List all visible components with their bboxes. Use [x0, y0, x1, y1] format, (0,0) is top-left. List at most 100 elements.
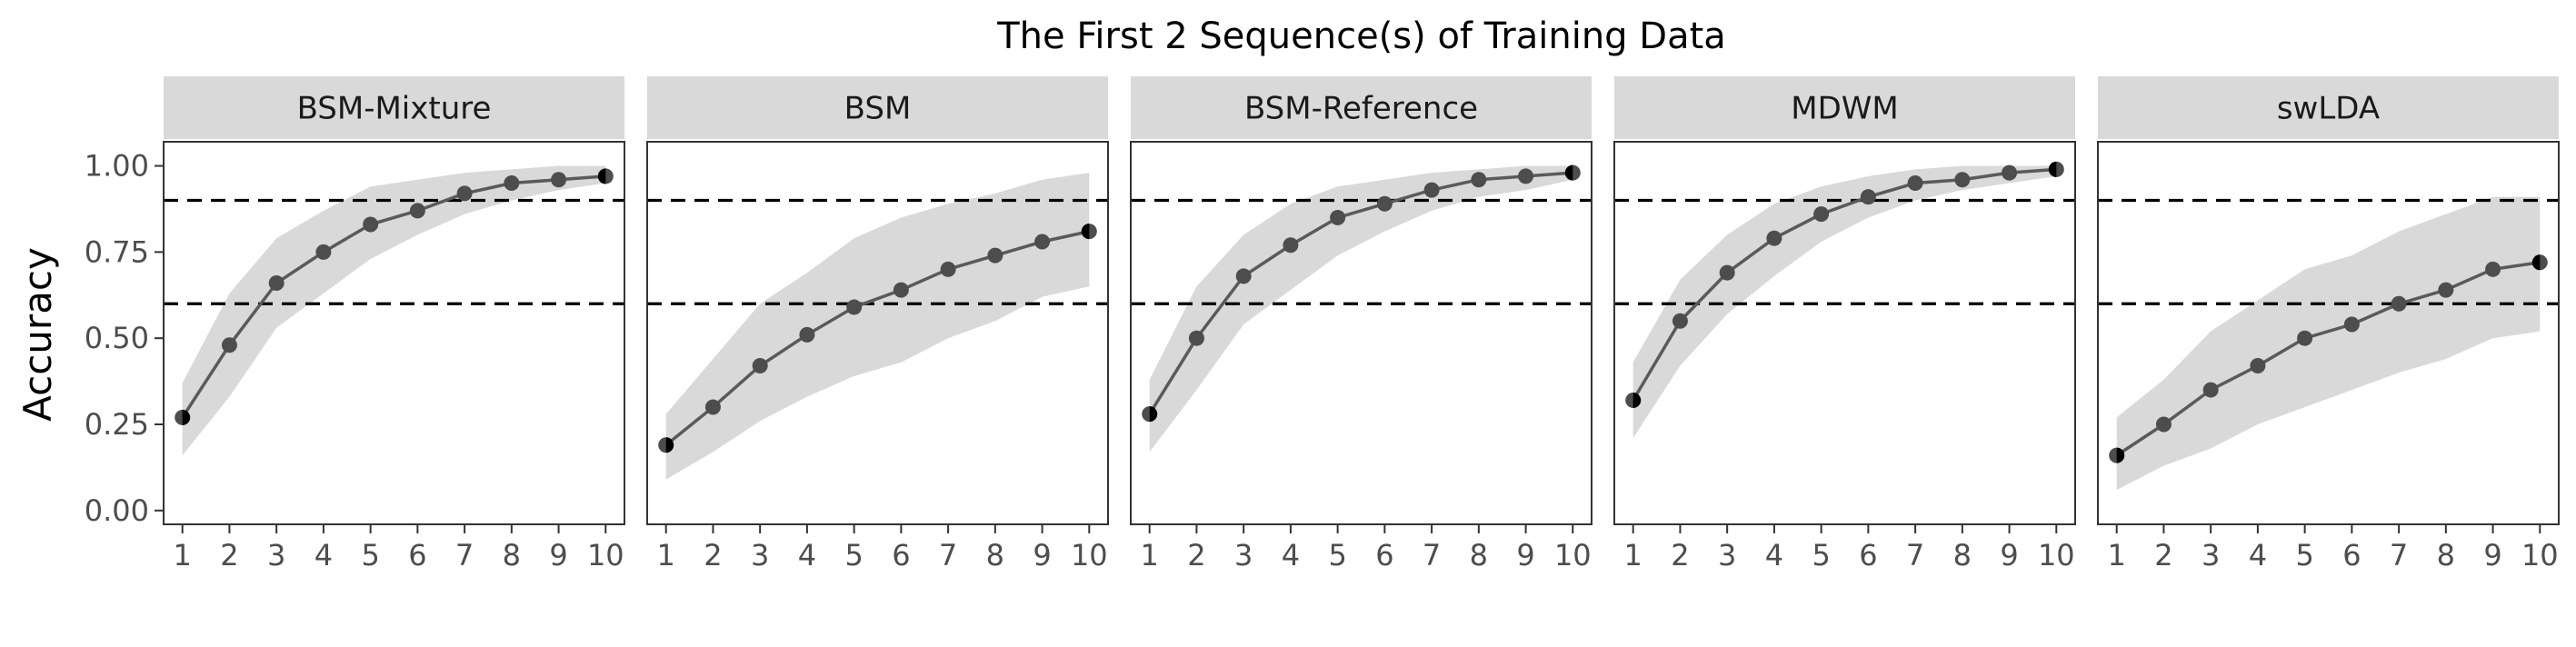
x-tick-label: 4 [1765, 538, 1783, 572]
x-tick-label: 3 [267, 538, 285, 572]
data-point [1235, 268, 1252, 284]
data-point [1860, 189, 1876, 205]
x-tick-label: 1 [2108, 538, 2126, 572]
x-tick-label: 3 [2202, 538, 2220, 572]
data-point [752, 358, 768, 374]
y-tick-label: 0.75 [85, 234, 149, 269]
series-line [1632, 167, 2057, 402]
x-tick-label: 2 [1671, 538, 1689, 572]
confidence-band [2116, 196, 2541, 491]
data-point [1376, 195, 1393, 212]
x-tick-label: 10 [1554, 538, 1592, 572]
panel-strip [647, 76, 1108, 139]
x-tick-label: 2 [1187, 538, 1205, 572]
x-tick-label: 5 [2295, 538, 2313, 572]
y-tick-label: 0.25 [85, 407, 149, 442]
x-tick-label: 7 [2390, 538, 2408, 572]
data-point [1188, 330, 1204, 346]
data-point [893, 282, 909, 298]
x-tick-label: 2 [2154, 538, 2172, 572]
x-tick-label: 9 [1033, 538, 1051, 572]
y-tick-label: 0.50 [85, 321, 149, 355]
data-point [1672, 313, 1688, 329]
x-tick-label: 3 [751, 538, 769, 572]
data-point [2002, 164, 2018, 181]
panel-bsm: BSM 1 2 3 4 5 6 7 8 9 10 [646, 76, 1109, 572]
endpoint-marker [182, 409, 191, 425]
panel-strip-label: BSM [844, 91, 912, 127]
x-tick-label: 8 [1953, 538, 1972, 572]
x-tick-label: 10 [2038, 538, 2075, 572]
y-tick-label: 1.00 [85, 149, 149, 184]
endpoint-marker [2531, 254, 2541, 271]
panel-border [1130, 141, 1593, 525]
data-point [940, 261, 956, 277]
endpoint-marker [597, 168, 606, 184]
x-tick-label: 8 [1470, 538, 1488, 572]
x-tick-label: 3 [1718, 538, 1736, 572]
data-point [704, 399, 721, 415]
panel-strip [1131, 76, 1592, 139]
x-tick-label: 4 [2249, 538, 2267, 572]
data-point [987, 247, 1003, 264]
series-line [664, 229, 1090, 447]
x-tick-label: 9 [2000, 538, 2018, 572]
confidence-band [1149, 165, 1573, 453]
endpoint-marker [1632, 392, 1642, 408]
data-point [2343, 316, 2360, 333]
x-tick-label: 9 [2483, 538, 2501, 572]
data-point [1034, 234, 1051, 250]
endpoint-marker [665, 437, 674, 453]
data-point [268, 275, 285, 292]
data-point [1330, 209, 1346, 225]
panel-border [163, 141, 625, 525]
panel-bsm-reference: BSM-Reference 1 2 3 4 5 6 7 8 9 10 [1130, 76, 1593, 572]
x-tick-label: 7 [1423, 538, 1441, 572]
confidence-band [665, 173, 1090, 480]
data-point [846, 299, 863, 315]
data-point [1471, 172, 1487, 188]
panel-swlda: swLDA 1 2 3 4 5 6 7 8 9 10 [2097, 76, 2560, 572]
x-tick-label: 8 [503, 538, 521, 572]
data-point [1283, 237, 1299, 254]
panel-strip-label: MDWM [1791, 91, 1898, 127]
x-tick-label: 5 [1812, 538, 1830, 572]
panel-strip-label: swLDA [2277, 91, 2380, 127]
data-point [504, 175, 520, 192]
panel-bsm-mixture: BSM-Mixture 1 2 3 4 5 6 7 8 9 10 [163, 76, 625, 572]
data-point [2297, 330, 2313, 346]
data-point [1813, 206, 1830, 223]
data-point [1518, 168, 1534, 184]
x-tick-label: 10 [2521, 538, 2559, 572]
data-point [1423, 182, 1440, 198]
endpoint-marker [2116, 447, 2125, 463]
x-tick-label: 6 [1375, 538, 1393, 572]
data-point [2391, 295, 2407, 312]
x-tick-label: 2 [704, 538, 722, 572]
x-tick-label: 2 [220, 538, 238, 572]
x-tick-label: 5 [844, 538, 863, 572]
data-point [2438, 282, 2454, 298]
x-tick-label: 1 [1624, 538, 1642, 572]
x-tick-label: 9 [549, 538, 567, 572]
endpoint-marker [1081, 224, 1090, 240]
data-point [409, 203, 425, 219]
series-line [181, 174, 606, 419]
data-point [551, 172, 567, 188]
data-point [1719, 264, 1735, 281]
panel-strip-label: BSM-Reference [1244, 91, 1478, 127]
x-tick-label: 7 [455, 538, 474, 572]
data-point [2155, 416, 2172, 433]
y-axis-label: Accuracy [15, 247, 60, 422]
x-tick-label: 10 [1071, 538, 1108, 572]
x-tick-label: 5 [1328, 538, 1346, 572]
endpoint-marker [2048, 161, 2057, 177]
data-point [1766, 230, 1782, 246]
x-tick-label: 5 [361, 538, 379, 572]
x-tick-label: 4 [1282, 538, 1300, 572]
x-tick-label: 9 [1516, 538, 1534, 572]
data-point [1907, 175, 1923, 192]
data-point [2202, 382, 2219, 398]
panel-strip-label: BSM-Mixture [297, 91, 492, 127]
